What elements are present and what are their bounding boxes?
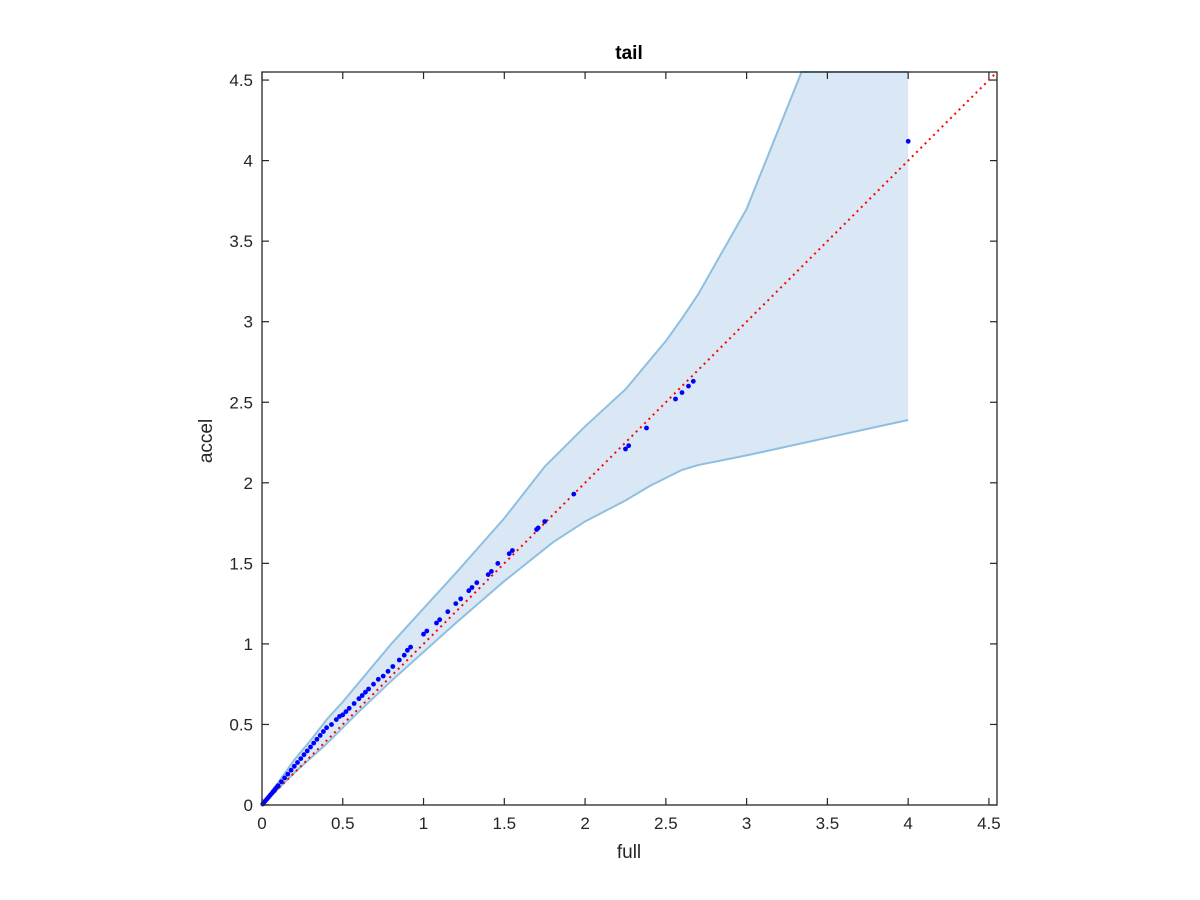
x-tick-label: 4 [903, 814, 912, 833]
x-tick-label: 2.5 [654, 814, 678, 833]
data-point [421, 631, 426, 637]
data-point [506, 551, 512, 557]
reference-line [261, 71, 998, 806]
chart-title: tail [615, 43, 642, 64]
y-tick-label: 0 [244, 796, 253, 815]
data-point [673, 396, 678, 402]
data-point [466, 588, 472, 594]
data-point [434, 620, 439, 626]
data-point [408, 644, 413, 650]
data-point [321, 729, 326, 734]
data-point [346, 705, 352, 711]
y-tick-label: 1 [244, 635, 253, 654]
data-point [390, 664, 396, 669]
data-point [359, 693, 365, 698]
data-point [686, 383, 691, 389]
data-point [571, 491, 577, 497]
y-tick-label: 0.5 [229, 715, 253, 734]
data-point [329, 722, 334, 727]
data-point [295, 760, 300, 765]
x-tick-label: 4.5 [977, 814, 1001, 833]
data-point [437, 617, 443, 623]
confidence-band-layer [261, 71, 909, 806]
data-point [301, 752, 307, 758]
data-point [288, 767, 294, 773]
reference-line-layer [261, 71, 998, 806]
data-point [311, 740, 317, 746]
ticks-layer: 0 0.5 1 1.5 2 2.5 3 3.5 4 4.5 0 0.5 1 1.5 2 2.5 3 3.5 4 4.5 [229, 71, 1000, 833]
x-tick-label: 2 [580, 814, 589, 833]
data-point [485, 572, 491, 577]
data-point [324, 725, 329, 731]
data-point [298, 756, 304, 761]
data-point [291, 763, 297, 769]
data-point [905, 138, 911, 144]
data-point [385, 668, 391, 674]
data-point [453, 601, 459, 606]
data-point [424, 628, 430, 634]
x-tick-label: 1 [419, 814, 428, 833]
data-point [401, 652, 407, 658]
y-tick-label: 4 [244, 152, 253, 171]
data-point [469, 585, 475, 590]
x-tick-label: 0.5 [331, 814, 355, 833]
data-point [333, 717, 339, 722]
x-tick-label: 1.5 [492, 814, 516, 833]
data-point [623, 446, 628, 452]
data-points-layer [260, 138, 911, 807]
data-point [366, 686, 371, 692]
x-tick-label: 3.5 [816, 814, 840, 833]
data-point [340, 712, 346, 718]
data-point [690, 378, 696, 384]
band-upper-edge [261, 71, 909, 806]
data-point [396, 657, 402, 663]
data-point [405, 647, 410, 653]
data-point [375, 676, 381, 682]
y-axis-label: accel [196, 419, 217, 463]
data-point [489, 569, 494, 574]
data-point [285, 771, 291, 777]
data-point [626, 443, 632, 449]
data-point [371, 681, 376, 687]
data-point [282, 775, 287, 781]
data-point [458, 596, 464, 602]
y-tick-label: 2.5 [229, 393, 253, 412]
x-axis-label: full [617, 842, 641, 863]
data-point [495, 561, 501, 566]
y-tick-label: 1.5 [229, 554, 253, 573]
data-point [279, 779, 284, 785]
y-tick-label: 3 [244, 313, 253, 332]
data-point [356, 696, 362, 702]
data-point [542, 519, 548, 524]
data-point [510, 548, 515, 553]
band-lower-edge [261, 418, 909, 806]
data-point [275, 783, 281, 789]
data-point [308, 744, 313, 750]
axes-box [261, 71, 998, 806]
axes-layer [261, 71, 998, 806]
data-point [535, 525, 541, 531]
data-point [351, 701, 357, 706]
data-point [314, 736, 320, 742]
data-point [644, 425, 649, 431]
y-tick-label: 3.5 [229, 232, 253, 251]
data-point [679, 390, 685, 395]
y-tick-label: 2 [244, 474, 253, 493]
data-point [474, 580, 480, 586]
data-point [317, 733, 323, 738]
band-fill [262, 72, 909, 805]
data-point [363, 689, 368, 695]
data-point [445, 609, 451, 615]
data-point [380, 673, 386, 679]
x-tick-label: 0 [257, 814, 266, 833]
x-tick-label: 3 [742, 814, 751, 833]
y-tick-label: 4.5 [229, 71, 253, 90]
data-point [343, 709, 349, 714]
data-point [304, 748, 310, 754]
